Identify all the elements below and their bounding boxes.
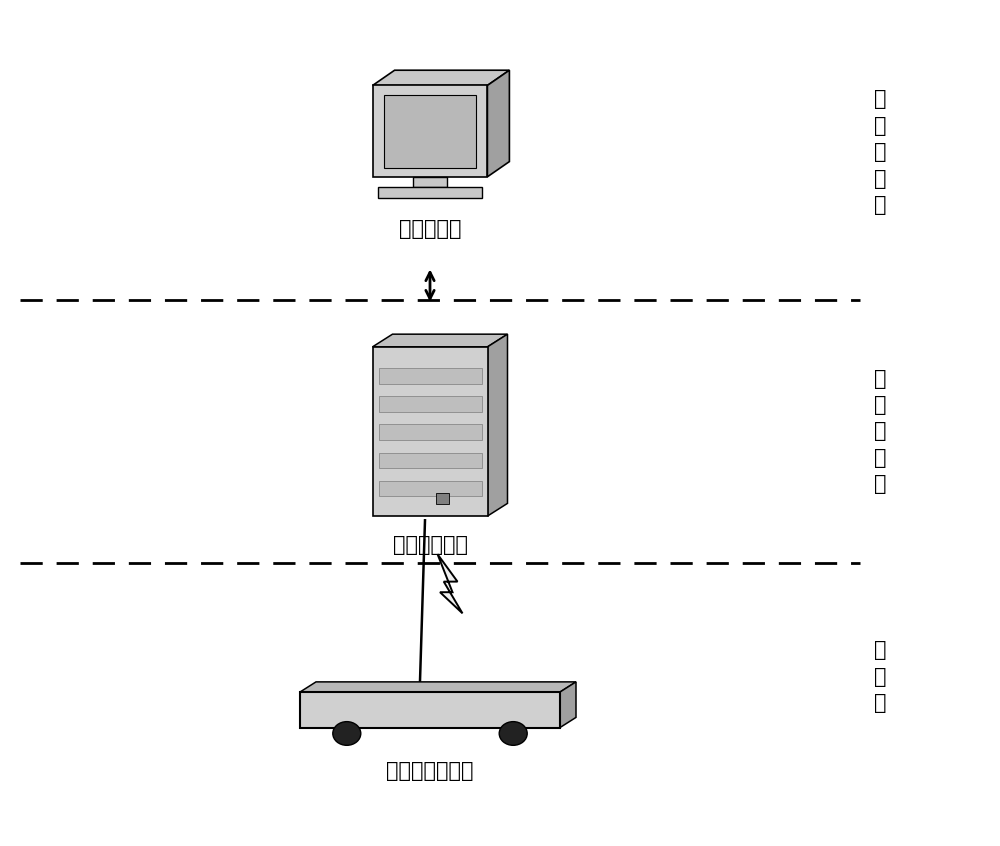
Bar	[378, 425, 482, 440]
Polygon shape	[373, 70, 509, 85]
Bar	[378, 396, 482, 412]
Bar	[384, 95, 476, 168]
Polygon shape	[300, 682, 576, 692]
Polygon shape	[487, 70, 509, 177]
Bar	[436, 493, 449, 504]
Circle shape	[499, 722, 527, 745]
Polygon shape	[372, 334, 507, 347]
Bar	[372, 347, 488, 516]
Bar	[373, 85, 487, 177]
Circle shape	[333, 722, 361, 745]
Polygon shape	[488, 334, 507, 516]
Bar	[378, 453, 482, 468]
Text: 用户操作端: 用户操作端	[399, 219, 461, 239]
Bar	[413, 177, 447, 188]
Bar	[378, 188, 482, 198]
Polygon shape	[560, 682, 576, 728]
Text: 执
行
层: 执 行 层	[874, 640, 886, 713]
Bar	[378, 368, 482, 383]
Text: 移动机器人小车: 移动机器人小车	[386, 761, 474, 782]
Bar	[378, 481, 482, 497]
Text: 服
务
调
度
层: 服 务 调 度 层	[874, 369, 886, 494]
Text: 人
机
界
面
层: 人 机 界 面 层	[874, 90, 886, 215]
Text: 调度层服务器: 调度层服务器	[392, 535, 468, 555]
Polygon shape	[438, 554, 462, 613]
Bar	[300, 692, 560, 728]
